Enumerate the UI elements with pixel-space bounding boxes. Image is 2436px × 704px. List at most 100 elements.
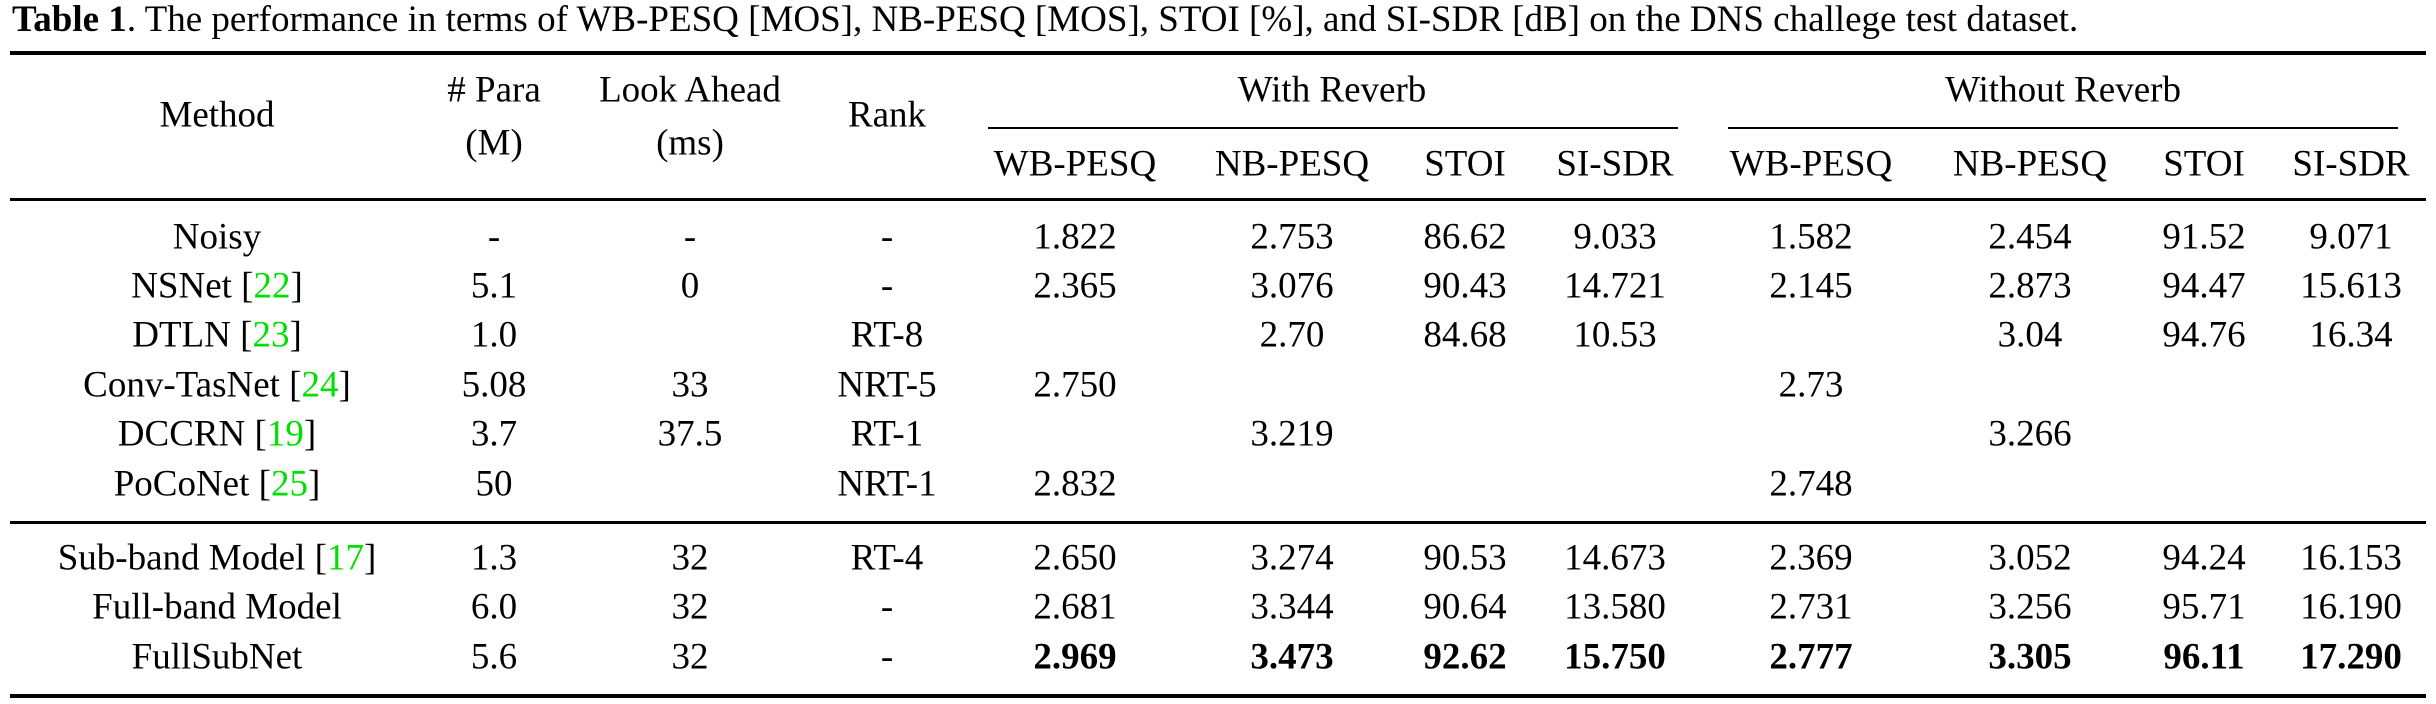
metric-value-cell: 15.750	[1564, 636, 1666, 678]
bottom-rule	[10, 694, 2426, 698]
metric-value-cell: 96.11	[2163, 636, 2245, 678]
metric-value-cell: 3.052	[1988, 537, 2072, 579]
metric-value-cell: 9.071	[2309, 216, 2393, 258]
header-metric-nb-pesq: NB-PESQ	[1214, 143, 1370, 185]
header-group-without-reverb: Without Reverb	[1945, 69, 2181, 111]
para-cell: 3.7	[470, 413, 518, 455]
metric-value-cell: 3.04	[1997, 314, 2063, 356]
lookahead-cell: 32	[671, 586, 709, 628]
citation-link[interactable]: 25	[270, 463, 308, 505]
metric-value-cell: 2.454	[1988, 216, 2072, 258]
metric-value-cell: 3.473	[1250, 636, 1334, 678]
metric-value-cell: 16.34	[2309, 314, 2393, 356]
method-cell: Sub-band Model [17]	[57, 537, 377, 579]
citation-link[interactable]: 23	[252, 314, 290, 356]
header-lookahead-line1: Look Ahead	[599, 69, 781, 111]
header-lookahead-line2: (ms)	[656, 122, 724, 164]
metric-value-cell: 3.344	[1250, 586, 1334, 628]
method-name: Full-band Model	[92, 586, 342, 628]
header-rule	[10, 198, 2426, 201]
rank-cell: NRT-5	[837, 364, 937, 406]
header-group-with-reverb: With Reverb	[1237, 69, 1427, 111]
lookahead-cell: 33	[671, 364, 709, 406]
method-cell: DTLN [23]	[132, 314, 302, 356]
header-metric-wb-pesq: WB-PESQ	[993, 143, 1157, 185]
rank-cell: -	[880, 265, 894, 307]
metric-value-cell: 2.731	[1769, 586, 1853, 628]
method-cell: Full-band Model	[92, 589, 342, 626]
metric-value-cell: 2.369	[1769, 537, 1853, 579]
para-cell: 5.6	[470, 636, 518, 678]
header-metric-stoi: STOI	[1424, 143, 1506, 185]
header-metric-nb-pesq: NB-PESQ	[1952, 143, 2108, 185]
metric-value-cell: 15.613	[2300, 265, 2402, 307]
metric-value-cell: 94.47	[2162, 265, 2246, 307]
metric-value-cell: 86.62	[1423, 216, 1507, 258]
metric-value-cell: 92.62	[1423, 636, 1507, 678]
metric-value-cell: 90.43	[1423, 265, 1507, 307]
metric-value-cell: 16.153	[2300, 537, 2402, 579]
method-name: DCCRN	[117, 413, 246, 455]
metric-value-cell: 1.582	[1769, 216, 1853, 258]
method-name: Noisy	[172, 216, 262, 258]
metric-value-cell: 3.219	[1250, 413, 1334, 455]
cmidrule-with-reverb	[988, 127, 1678, 129]
metric-value-cell: 2.832	[1033, 463, 1117, 505]
para-cell: 50	[475, 463, 513, 505]
rank-cell: RT-1	[850, 413, 924, 455]
metric-value-cell: 3.305	[1988, 636, 2072, 678]
para-cell: 1.0	[470, 314, 518, 356]
lookahead-cell: 37.5	[657, 413, 723, 455]
rank-cell: RT-8	[850, 314, 924, 356]
metric-value-cell: 14.673	[1564, 537, 1666, 579]
para-cell: 5.1	[470, 265, 518, 307]
metric-value-cell: 3.256	[1988, 586, 2072, 628]
metric-value-cell: 2.650	[1033, 537, 1117, 579]
citation-link[interactable]: 17	[326, 537, 364, 579]
method-cell: PoCoNet [25]	[113, 463, 321, 505]
metric-value-cell: 3.274	[1250, 537, 1334, 579]
para-cell: 5.08	[461, 364, 527, 406]
method-cell: Conv-TasNet [24]	[83, 364, 351, 406]
citation-link[interactable]: 22	[253, 265, 291, 307]
header-metric-si-sdr: SI-SDR	[1556, 143, 1674, 185]
method-name: Conv-TasNet	[83, 364, 280, 406]
lookahead-cell: 32	[671, 537, 709, 579]
metric-value-cell: 1.822	[1033, 216, 1117, 258]
citation-link[interactable]: 24	[301, 364, 339, 406]
header-para-line2: (M)	[465, 122, 523, 164]
rank-cell: NRT-1	[837, 463, 937, 505]
header-para-line1: # Para	[447, 69, 541, 111]
lookahead-cell: 32	[671, 636, 709, 678]
lookahead-cell: 0	[680, 265, 700, 307]
header-metric-stoi: STOI	[2163, 143, 2245, 185]
metric-value-cell: 95.71	[2162, 586, 2246, 628]
metric-value-cell: 2.873	[1988, 265, 2072, 307]
method-cell: NSNet [22]	[131, 265, 303, 307]
rank-cell: RT-4	[850, 537, 924, 579]
metric-value-cell: 16.190	[2300, 586, 2402, 628]
metric-value-cell: 2.365	[1033, 265, 1117, 307]
method-cell: DCCRN [19]	[117, 413, 317, 455]
metric-value-cell: 17.290	[2300, 636, 2402, 678]
metric-value-cell: 14.721	[1564, 265, 1666, 307]
lookahead-cell: -	[683, 216, 697, 258]
table-label: Table 1	[12, 0, 127, 40]
method-name: PoCoNet	[113, 463, 250, 505]
para-cell: -	[487, 216, 501, 258]
metric-value-cell: 3.266	[1988, 413, 2072, 455]
metric-value-cell: 2.750	[1033, 364, 1117, 406]
method-name: Sub-band Model	[57, 537, 315, 579]
metric-value-cell: 2.748	[1769, 463, 1853, 505]
metric-value-cell: 2.145	[1769, 265, 1853, 307]
metric-value-cell: 2.753	[1250, 216, 1334, 258]
rank-cell: -	[880, 216, 894, 258]
method-name: NSNet	[131, 265, 232, 307]
rank-cell: -	[880, 586, 894, 628]
metric-value-cell: 91.52	[2162, 216, 2246, 258]
method-cell: FullSubNet	[132, 639, 303, 676]
citation-link[interactable]: 19	[266, 413, 304, 455]
metric-value-cell: 9.033	[1573, 216, 1657, 258]
metric-value-cell: 2.777	[1769, 636, 1853, 678]
metric-value-cell: 94.24	[2162, 537, 2246, 579]
